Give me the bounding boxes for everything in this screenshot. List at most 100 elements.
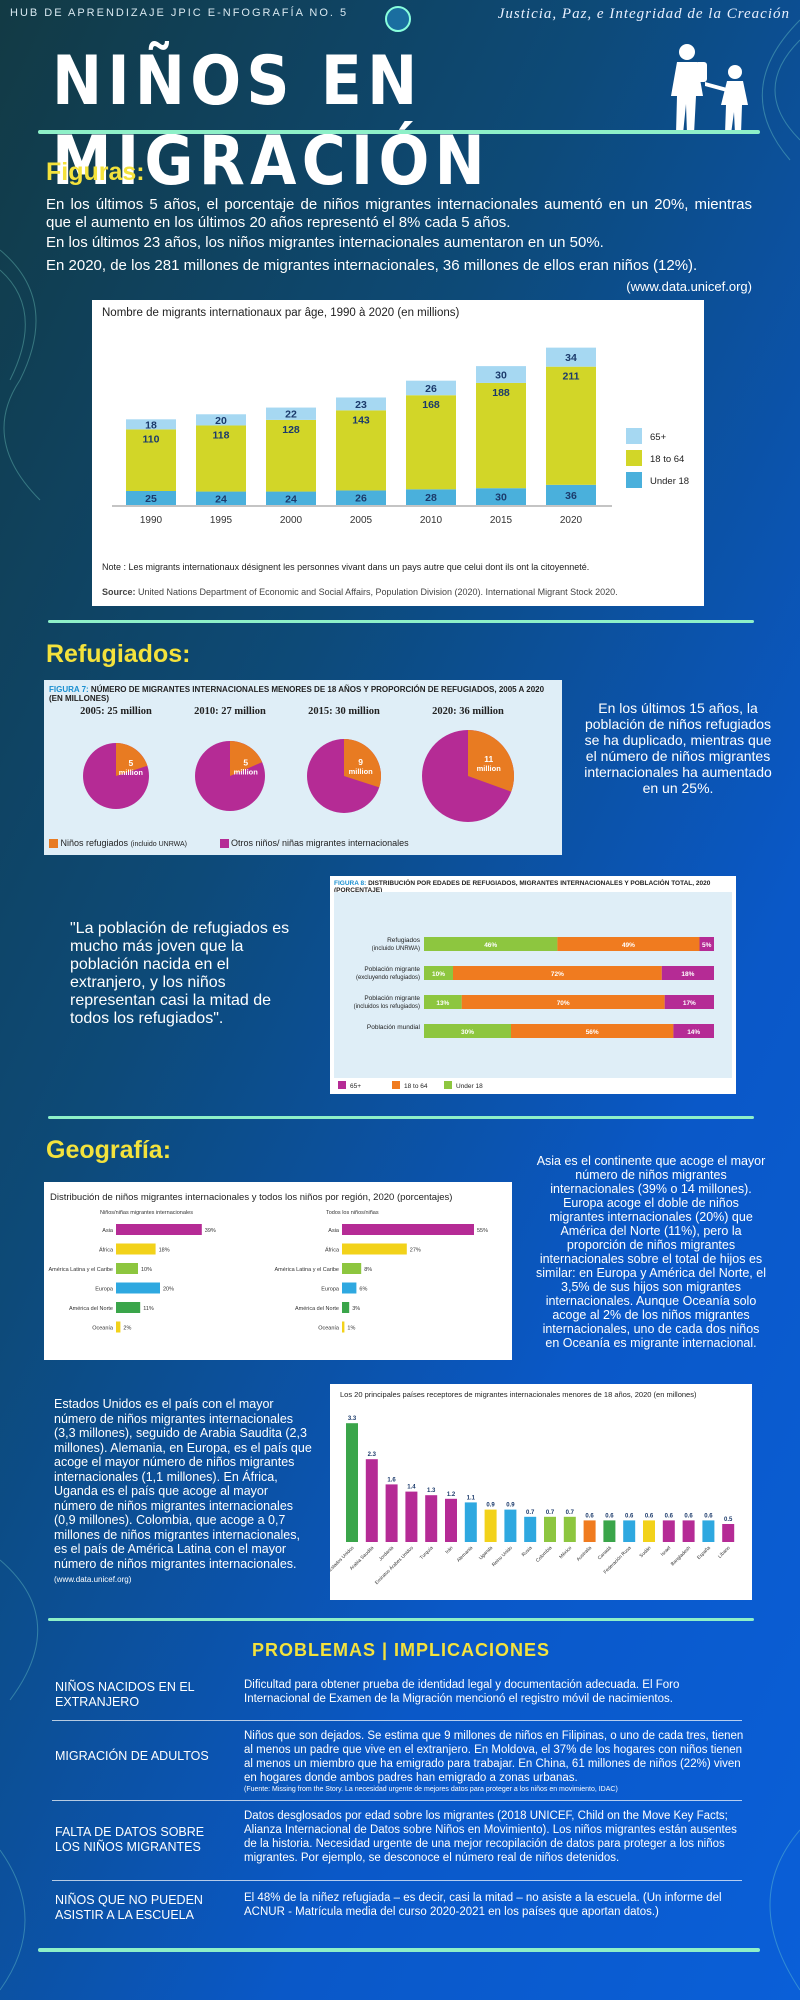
legend-label: 18 to 64 — [650, 454, 684, 465]
country-bar — [544, 1516, 556, 1542]
segment-label: 49% — [622, 942, 635, 949]
legend-swatch — [444, 1081, 452, 1089]
chart2-title-text: NÚMERO DE MIGRANTES INTERNACIONALES MENO… — [49, 685, 545, 703]
bar-1990-1 — [126, 429, 176, 491]
chart1-plot: 25 110 18 1990 24 118 20 1995 24 128 22 2000 26 143 23… — [112, 347, 689, 526]
country-value: 1.6 — [387, 1477, 396, 1483]
x-tick-label: 2015 — [490, 515, 513, 526]
country-value: 1.1 — [467, 1495, 476, 1501]
segment-label: 56% — [586, 1029, 599, 1036]
bar-label: 24 — [215, 493, 227, 505]
segment-label: 17% — [683, 1000, 696, 1007]
problem-label: NIÑOS NACIDOS EN EL EXTRANJERO — [55, 1680, 195, 1709]
country-value: 0.5 — [724, 1517, 733, 1523]
bar-label: 110 — [143, 433, 160, 445]
bar-2010-0 — [406, 489, 456, 505]
bar-label: 188 — [492, 387, 510, 399]
bar-label: 30 — [495, 370, 507, 382]
legend-other: Otros niños/ niñas migrantes internacion… — [231, 838, 409, 848]
x-tick-label: 2000 — [280, 515, 303, 526]
country-bar — [445, 1498, 457, 1542]
segment — [557, 937, 700, 951]
region-value: 55% — [477, 1228, 488, 1234]
problem-row-1: NIÑOS NACIDOS EN EL EXTRANJERO Dificulta… — [52, 1670, 742, 1720]
segment-label: 72% — [551, 971, 564, 978]
legend-swatch — [338, 1081, 346, 1089]
pie-label-unit: million — [349, 767, 374, 776]
x-tick-label: 2005 — [350, 515, 373, 526]
country-value: 2.3 — [368, 1452, 377, 1458]
chart3-plot: Refugiados (incluido UNRWA) 46% 49% 5% Poblac… — [334, 892, 732, 1078]
title-divider — [38, 130, 760, 134]
divider-1 — [48, 620, 754, 623]
country-bar — [385, 1484, 398, 1542]
pie-title: 2005: 25 million — [80, 706, 152, 717]
bar-label: 20 — [215, 415, 227, 427]
segment — [673, 1024, 714, 1038]
problem-text: Niños que son dejados. Se estima que 9 m… — [244, 1730, 744, 1784]
legend-label: 65+ — [350, 1083, 361, 1090]
region-value: 27% — [410, 1248, 421, 1254]
country-bar — [702, 1520, 715, 1542]
region-label: Asia — [102, 1228, 114, 1234]
country-label: Bangladesh — [670, 1545, 692, 1567]
bar-label: 25 — [145, 493, 157, 505]
problem-row-2: MIGRACIÓN DE ADULTOS Niños que son dejad… — [52, 1720, 744, 1793]
problem-text: El 48% de la niñez refugiada – es decir,… — [244, 1892, 722, 1918]
bar-2000-0 — [266, 491, 316, 505]
legend-label: 65+ — [650, 432, 667, 443]
region-bar — [342, 1321, 345, 1333]
chart-region-distribution: Distribución de niños migrantes internac… — [44, 1182, 512, 1360]
country-value: 0.7 — [546, 1510, 555, 1516]
chart-refugee-pies: FIGURA 7: NÚMERO DE MIGRANTES INTERNACIO… — [44, 680, 562, 855]
problem-label: NIÑOS QUE NO PUEDEN ASISTIR A LA ESCUELA — [55, 1893, 203, 1922]
x-tick-label: 2010 — [420, 515, 443, 526]
pie-title: 2010: 27 million — [194, 706, 266, 717]
country-value: 0.9 — [506, 1503, 515, 1509]
bar-1990-0 — [126, 491, 176, 505]
bar-2020-0 — [546, 484, 596, 505]
row-sublabel: (excluyendo refugiados) — [356, 975, 420, 981]
region-label: América del Norte — [69, 1306, 113, 1312]
country-bar — [464, 1502, 477, 1542]
country-value: 0.6 — [704, 1513, 713, 1519]
chart2-title: FIGURA 7: NÚMERO DE MIGRANTES INTERNACIO… — [49, 685, 559, 703]
region-bar — [342, 1224, 474, 1235]
pie-label-number: 11 — [484, 754, 493, 764]
row-label: Población mundial — [367, 1024, 421, 1031]
row-sublabel: (incluidos los refugiados) — [354, 1004, 420, 1010]
problem-small-source: (Fuente: Missing from the Story. La nece… — [244, 1786, 618, 1793]
country-label: Turquía — [419, 1545, 435, 1561]
bar-label: 18 — [145, 419, 157, 431]
problem-label: MIGRACIÓN DE ADULTOS — [55, 1749, 209, 1763]
bar-2020-1 — [546, 366, 596, 485]
bar-1995-1 — [196, 425, 246, 492]
geografia-side-text: Asia es el continente que acoge el mayor… — [536, 1154, 766, 1350]
country-value: 0.6 — [665, 1513, 674, 1519]
pie-refugee-slice — [116, 743, 148, 776]
problem-row-4: NIÑOS QUE NO PUEDEN ASISTIR A LA ESCUELA… — [52, 1880, 742, 1932]
region-value: 8% — [364, 1267, 372, 1273]
region-label: Oceanía — [92, 1326, 114, 1332]
bar-2005-2 — [336, 397, 386, 411]
bar-1995-2 — [196, 414, 246, 426]
divider-2 — [48, 1116, 754, 1119]
country-bar — [583, 1520, 596, 1542]
segment-label: 5% — [702, 942, 712, 949]
country-bar — [484, 1509, 497, 1542]
segment — [424, 1024, 511, 1038]
country-value: 3.3 — [348, 1416, 357, 1422]
segment — [424, 995, 462, 1009]
pie-label-unit: million — [234, 768, 259, 777]
bar-label: 30 — [495, 492, 507, 504]
bar-label: 26 — [425, 383, 437, 395]
country-label: México — [558, 1545, 573, 1560]
region-bar — [342, 1243, 407, 1255]
country-value: 0.6 — [684, 1513, 693, 1519]
problem-text: Dificultad para obtener prueba de identi… — [244, 1679, 680, 1705]
pie-title: 2015: 30 million — [308, 706, 380, 717]
country-label: Jordania — [378, 1545, 395, 1562]
page-title: NIÑOS EN MIGRACIÓN — [52, 42, 490, 201]
pie-refugee-slice — [230, 741, 263, 776]
bar-label: 28 — [425, 492, 437, 504]
